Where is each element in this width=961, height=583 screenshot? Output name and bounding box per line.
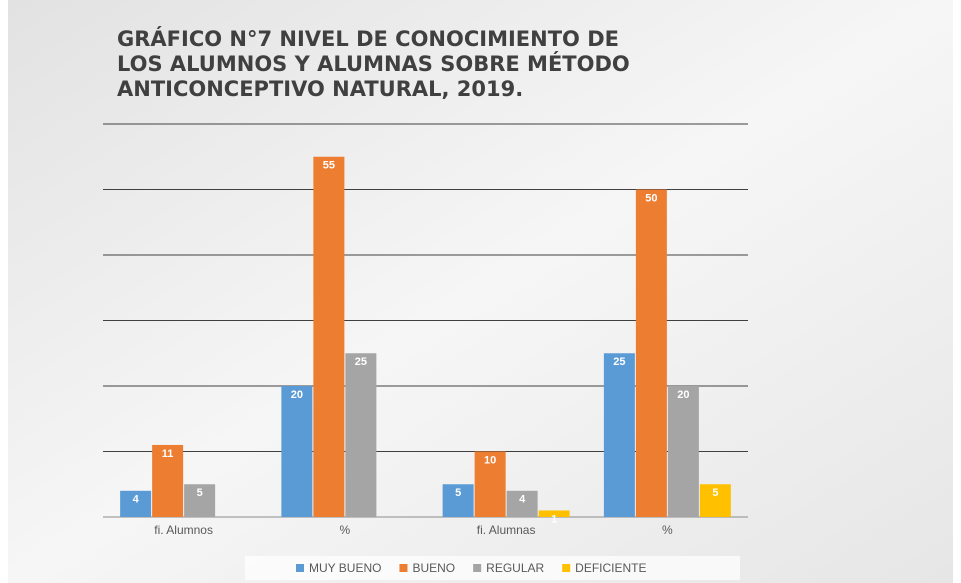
bar [538,510,570,517]
data-label: 20 [291,389,303,401]
legend-label: MUY BUENO [309,561,381,575]
bar [699,484,731,517]
data-label: 4 [519,494,526,506]
chart-title: GRÁFICO N°7 NIVEL DE CONOCIMIENTO DE [117,26,619,51]
bar [152,444,184,517]
legend-swatch [562,564,571,572]
bar [635,189,667,517]
data-label: 4 [133,494,140,506]
x-tick-label: fi. Alumnos [154,523,213,537]
data-label: 20 [677,389,689,401]
bar [313,156,345,517]
legend-label: BUENO [412,561,455,575]
data-label: 11 [162,448,174,460]
bar [120,490,152,517]
bar [506,490,538,517]
bar [184,484,216,517]
bar [474,451,506,517]
data-label: 55 [323,160,335,172]
data-label: 1 [551,513,557,525]
bar [603,353,635,517]
data-label: 50 [645,192,657,204]
bar [345,353,377,517]
x-tick-label: fi. Alumnas [477,523,536,537]
data-label: 5 [712,487,718,499]
x-tick-label: % [662,523,673,537]
legend-swatch [399,564,408,572]
data-label: 25 [613,356,625,368]
legend-background [245,556,740,580]
data-label: 5 [455,487,461,499]
data-label: 25 [355,356,367,368]
legend-swatch [473,564,482,572]
chart-title: LOS ALUMNOS Y ALUMNAS SOBRE MÉTODO [117,51,630,76]
data-label: 5 [197,487,203,499]
legend-label: DEFICIENTE [575,561,646,575]
bar [667,386,699,517]
bar [281,386,313,517]
legend-swatch [296,564,304,572]
bar [442,484,474,517]
legend-label: REGULAR [486,561,544,575]
chart-title: ANTICONCEPTIVO NATURAL, 2019. [117,77,523,101]
x-tick-label: % [340,523,351,537]
data-label: 10 [484,454,496,466]
